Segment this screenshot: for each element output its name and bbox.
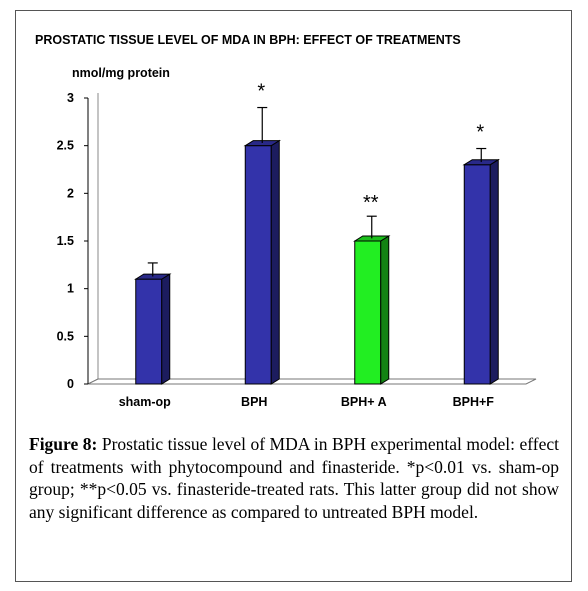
- bar: [244, 145, 272, 385]
- bar-chart: 0 0.5 1 1.5 2 2.5 3 sham-op * BPH ** BPH+ A * BPH+F: [57, 81, 537, 409]
- bar-side: [380, 235, 390, 385]
- y-tick-label: 3: [67, 91, 74, 105]
- bar: [135, 278, 163, 385]
- category-label: BPH+ A: [341, 395, 387, 409]
- bar: [354, 240, 382, 385]
- y-tick-label: 2.5: [57, 139, 74, 153]
- bar-top: [462, 159, 500, 166]
- bar-side: [270, 139, 280, 385]
- y-tick-label: 1: [67, 282, 74, 296]
- significance-marker: *: [257, 81, 265, 103]
- bar: [463, 164, 491, 385]
- back-wall-edge: [87, 93, 99, 385]
- y-tick-label: 0: [67, 377, 74, 391]
- y-tick-label: 1.5: [57, 234, 74, 248]
- caption-text: Prostatic tissue level of MDA in BPH exp…: [29, 434, 559, 522]
- y-tick-label: 0.5: [57, 329, 74, 343]
- category-label: BPH: [241, 395, 267, 409]
- bar-side: [489, 158, 499, 385]
- chart-title: PROSTATIC TISSUE LEVEL OF MDA IN BPH: EF…: [35, 33, 461, 47]
- significance-marker: *: [476, 122, 484, 144]
- bar-top: [134, 273, 172, 280]
- figure-caption: Figure 8: Prostatic tissue level of MDA …: [29, 433, 559, 523]
- bar-top: [353, 235, 391, 242]
- category-label: sham-op: [119, 395, 171, 409]
- bar-side: [161, 273, 171, 385]
- category-label: BPH+F: [453, 395, 495, 409]
- y-tick-label: 2: [67, 186, 74, 200]
- significance-marker: **: [363, 192, 379, 214]
- y-axis-label: nmol/mg protein: [72, 66, 170, 80]
- bar-top: [243, 140, 281, 147]
- caption-label: Figure 8:: [29, 434, 98, 454]
